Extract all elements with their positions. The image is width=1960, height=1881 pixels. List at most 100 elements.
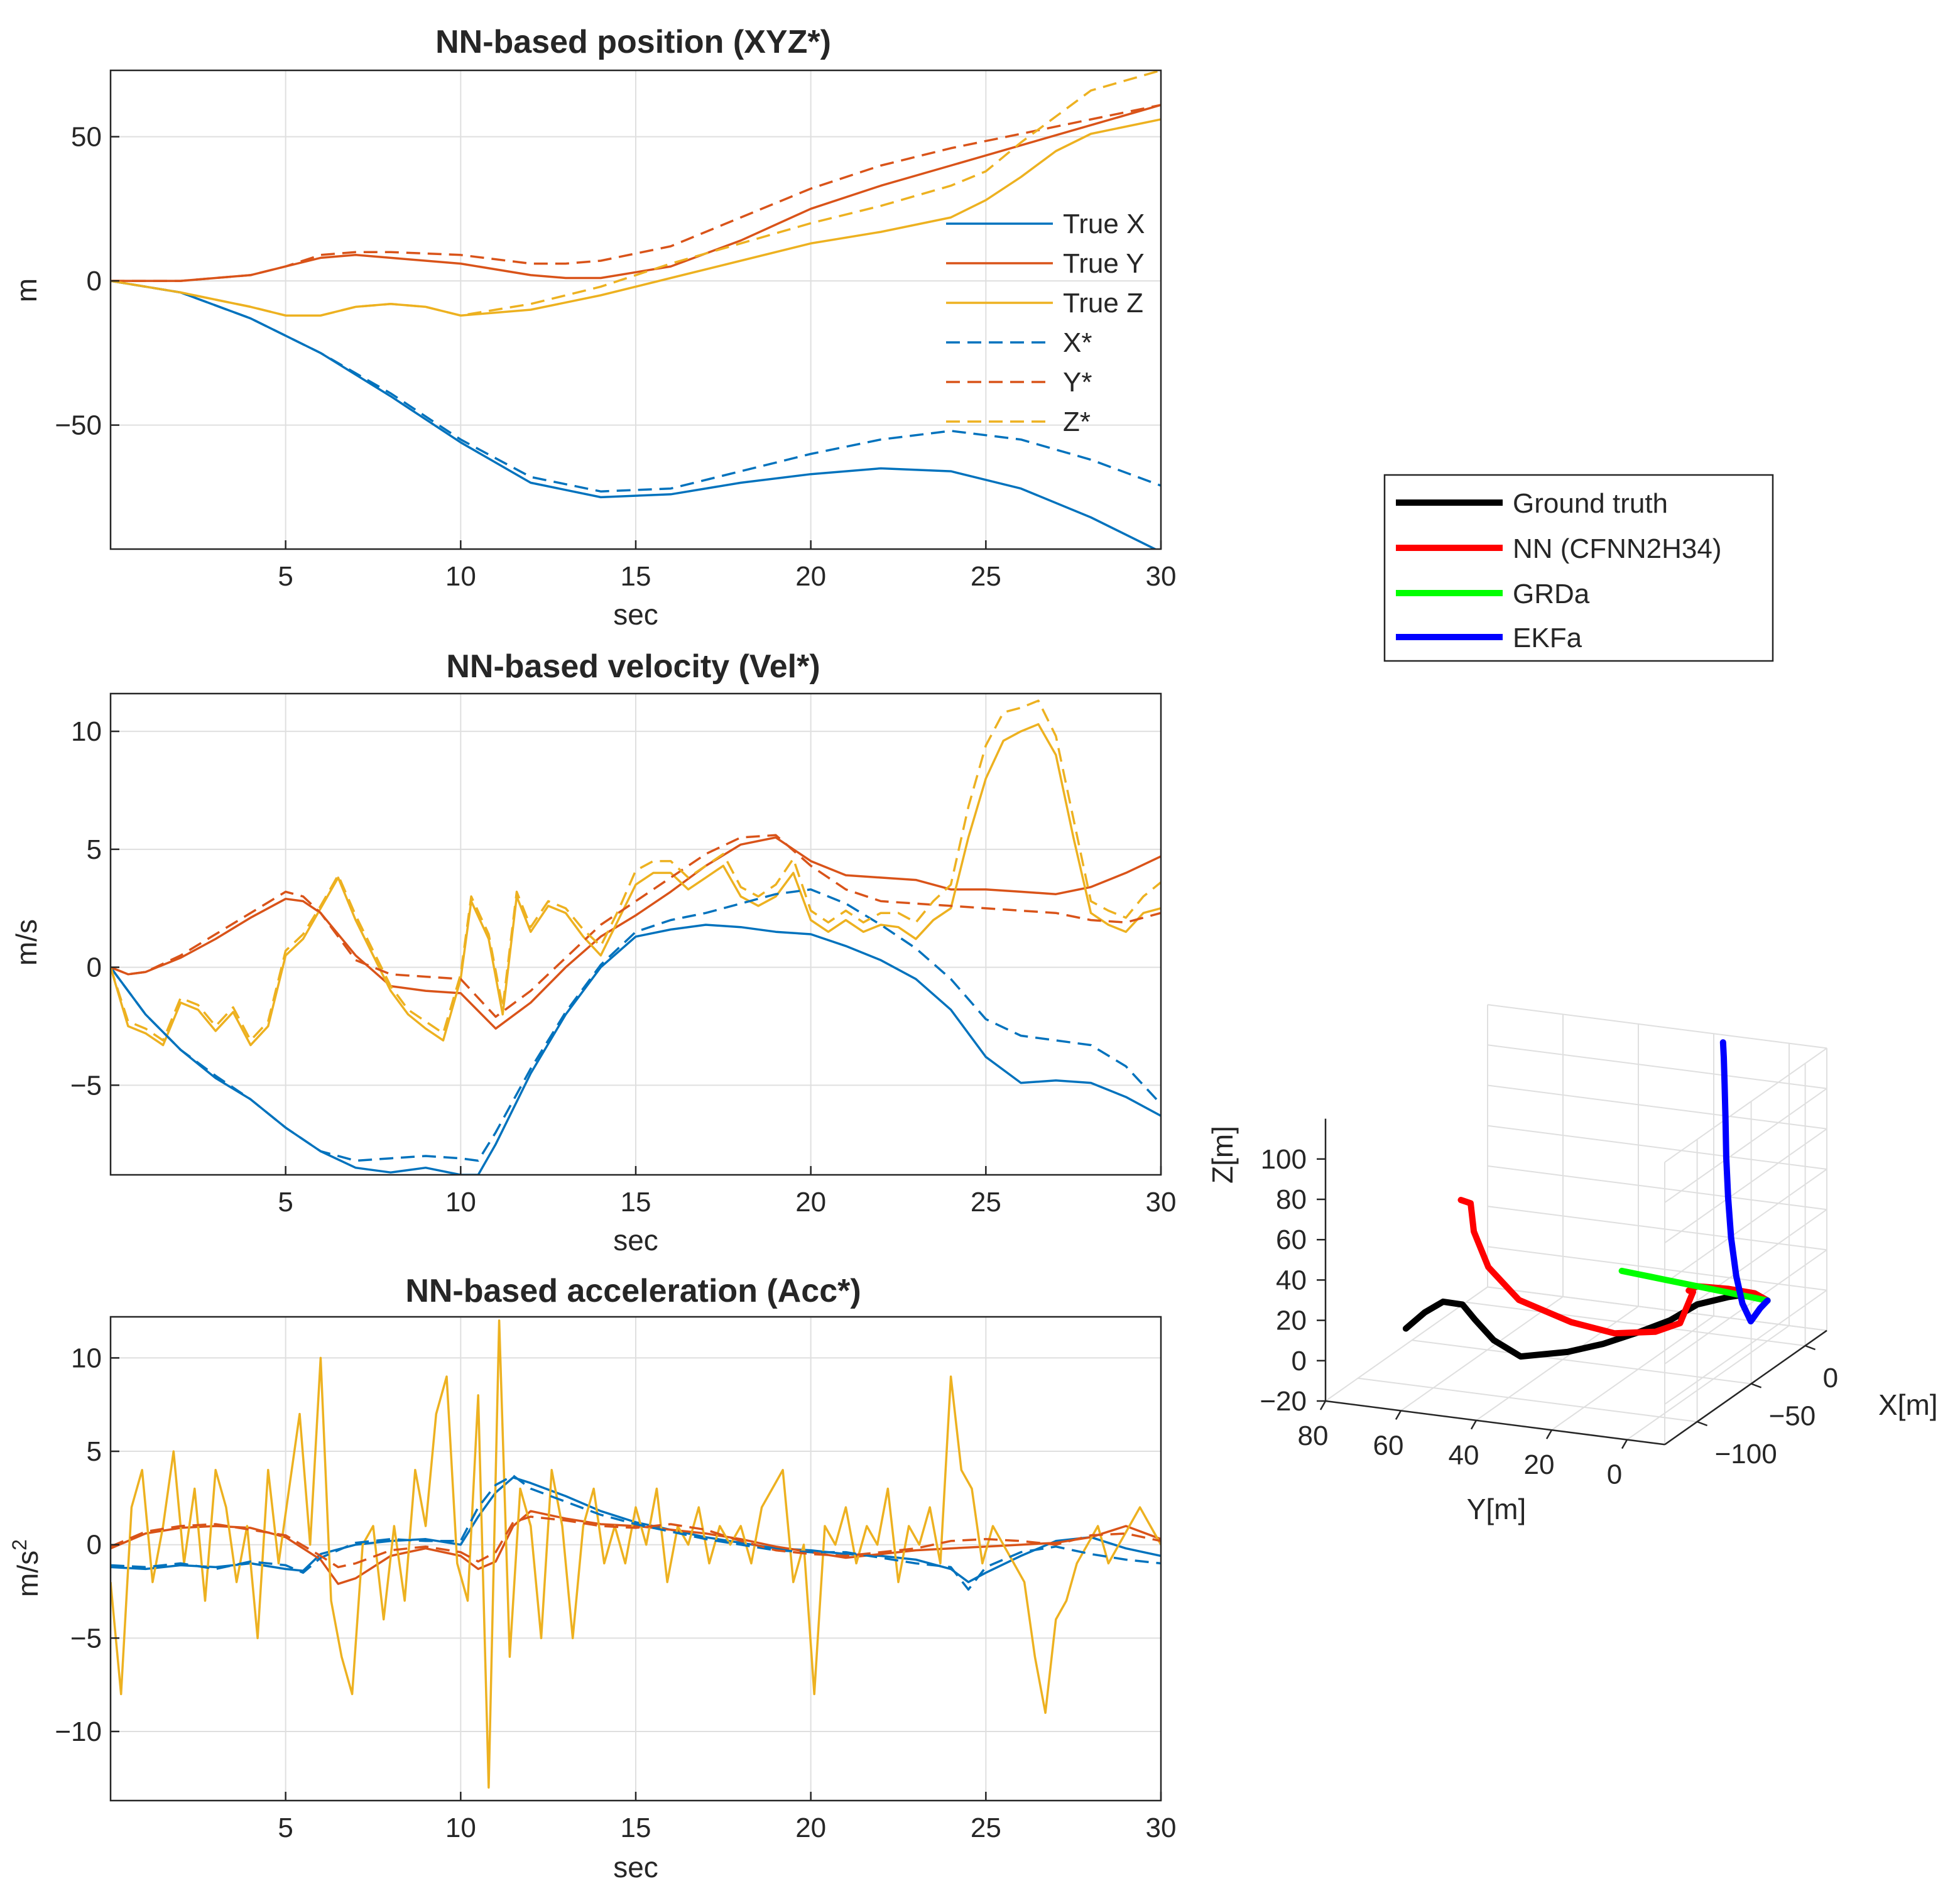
trajectory-ytick-mark	[1319, 1400, 1327, 1410]
velocity-ytick-label: −5	[70, 1070, 102, 1101]
trajectory-legend-box	[1383, 474, 1774, 662]
legend-text-nn: NN (CFNN2H34)	[1513, 533, 1721, 564]
trajectory-xtick-label: 0	[1823, 1363, 1838, 1393]
trajectory-z-label: Z[m]	[1206, 1126, 1239, 1184]
acceleration-ytick-label: 0	[87, 1530, 102, 1561]
acceleration-xtick-label: 5	[278, 1813, 293, 1843]
legend-text-ground-truth: Ground truth	[1513, 488, 1668, 519]
trajectory-ztick-label: 0	[1292, 1346, 1307, 1377]
acceleration-line-acc-z	[111, 1319, 1161, 1789]
position-ytick-label: 50	[71, 122, 102, 153]
trajectory-ytick-label: 40	[1449, 1440, 1479, 1471]
acceleration-line-acc-y-star	[111, 1515, 1161, 1569]
trajectory-sidewall-grid	[1487, 1125, 1827, 1170]
position-xtick-label: 10	[445, 561, 476, 592]
position-line-true-x	[111, 280, 1158, 549]
trajectory-sidewall-grid	[1487, 1004, 1827, 1049]
position-line-y-star	[111, 104, 1161, 282]
trajectory-backwall-grid	[1664, 1088, 1827, 1203]
acceleration-line-acc-y	[111, 1510, 1161, 1585]
position-y-label: m	[10, 278, 43, 302]
trajectory-sidewall-grid	[1487, 1165, 1827, 1211]
acceleration-xtick-label: 15	[621, 1813, 651, 1843]
legend-entry-y-star: Y*	[946, 367, 1092, 398]
trajectory-backwall-grid	[1664, 1047, 1827, 1163]
acceleration-ytick-label: −10	[55, 1716, 102, 1747]
velocity-xtick-label: 15	[621, 1187, 651, 1218]
position-ytick-label: 0	[87, 266, 102, 297]
trajectory-ztick-label: −20	[1260, 1386, 1307, 1417]
trajectory-backwall-grid	[1664, 1289, 1827, 1405]
trajectory-ytick-label: 20	[1524, 1449, 1555, 1480]
legend-text-true-y: True Y	[1063, 248, 1145, 279]
trajectory-y-label: Y[m]	[1467, 1493, 1527, 1525]
position-lines	[111, 70, 1161, 549]
trajectory-xtick-mark	[1751, 1383, 1762, 1388]
legend-entry-z-star: Z*	[946, 406, 1091, 437]
acceleration-y-label: m/s2	[8, 1539, 44, 1597]
trajectory-ztick-label: 80	[1276, 1184, 1307, 1215]
trajectory-ztick-label: 40	[1276, 1265, 1307, 1295]
acceleration-ytick-label: 5	[87, 1436, 102, 1467]
velocity-xtick-label: 10	[445, 1187, 476, 1218]
velocity-line-vel-z	[111, 723, 1161, 1047]
trajectory-ytick-mark	[1395, 1410, 1402, 1420]
trajectory-floor-grid	[1626, 1325, 1790, 1441]
position-ticks: 5 10 15 20 25 30 −50 0 50	[55, 122, 1176, 592]
trajectory-sidewall-grid	[1487, 1246, 1827, 1291]
trajectory-y-axis	[1325, 1400, 1665, 1446]
acceleration-ytick-label: 10	[71, 1343, 102, 1373]
trajectory-ztick-label: 60	[1276, 1224, 1307, 1255]
legend-text-true-z: True Z	[1063, 288, 1143, 319]
velocity-line-vel-y	[111, 836, 1161, 1030]
velocity-xtick-label: 5	[278, 1187, 293, 1218]
trajectory-backwall-grid	[1664, 1169, 1827, 1284]
position-xtick-label: 5	[278, 561, 293, 592]
trajectory-line-ground-truth	[1402, 1290, 1771, 1360]
acceleration-line-acc-x-star	[111, 1474, 1161, 1591]
legend-text-x-star: X*	[1063, 327, 1092, 358]
acceleration-xtick-label: 30	[1146, 1813, 1177, 1843]
trajectory-sidewall-grid	[1487, 1084, 1827, 1130]
velocity-xtick-label: 25	[971, 1187, 1001, 1218]
trajectory-sidewall-grid	[1487, 1286, 1827, 1331]
trajectory-legend: Ground truth NN (CFNN2H34) GRDa EKFa	[1383, 474, 1774, 662]
acceleration-title: NN-based acceleration (Acc*)	[405, 1273, 861, 1309]
trajectory-ztick-label: 100	[1261, 1144, 1307, 1175]
position-line-z-star	[111, 70, 1161, 317]
acceleration-line-acc-x	[111, 1476, 1161, 1583]
trajectory-ytick-mark	[1545, 1429, 1553, 1439]
trajectory-ytick-label: 60	[1373, 1430, 1404, 1461]
acceleration-grid	[111, 1317, 1162, 1801]
acceleration-xtick-label: 10	[445, 1813, 476, 1843]
position-xtick-label: 15	[621, 561, 651, 592]
position-x-label: sec	[613, 598, 658, 631]
trajectory-floor-grid	[1412, 1339, 1751, 1385]
trajectory-floor-grid	[1466, 1301, 1805, 1346]
velocity-line-vel-z-star	[111, 699, 1161, 1042]
trajectory-floor-grid	[1358, 1377, 1697, 1422]
trajectory-sidewall-grid	[1487, 1044, 1827, 1089]
trajectory-xtick-label: −50	[1769, 1401, 1816, 1432]
velocity-ticks: 5 10 15 20 25 30 −5 0 5 10	[70, 716, 1177, 1218]
position-xtick-label: 20	[795, 561, 826, 592]
velocity-xtick-label: 20	[795, 1187, 826, 1218]
acceleration-panel: NN-based acceleration (Acc*) 5 10 15 20 25 30…	[8, 1273, 1176, 1881]
position-line-x-star	[111, 280, 1161, 493]
velocity-ytick-label: 10	[71, 716, 102, 747]
velocity-ytick-label: 5	[87, 834, 102, 865]
velocity-line-vel-x-star	[111, 888, 1161, 1162]
legend-entry-true-x: True X	[946, 209, 1145, 239]
velocity-lines	[111, 699, 1161, 1175]
acceleration-ticks: 5 10 15 20 25 30 −10 −5 0 5 10	[55, 1343, 1176, 1843]
trajectory-x-axis	[1664, 1329, 1827, 1446]
trajectory-xtick-mark	[1697, 1420, 1708, 1427]
velocity-y-label: m/s	[10, 919, 43, 966]
trajectory-sidewall-grid	[1487, 1206, 1827, 1251]
legend-entry-x-star: X*	[946, 327, 1092, 358]
velocity-line-vel-y-star	[111, 834, 1161, 1018]
